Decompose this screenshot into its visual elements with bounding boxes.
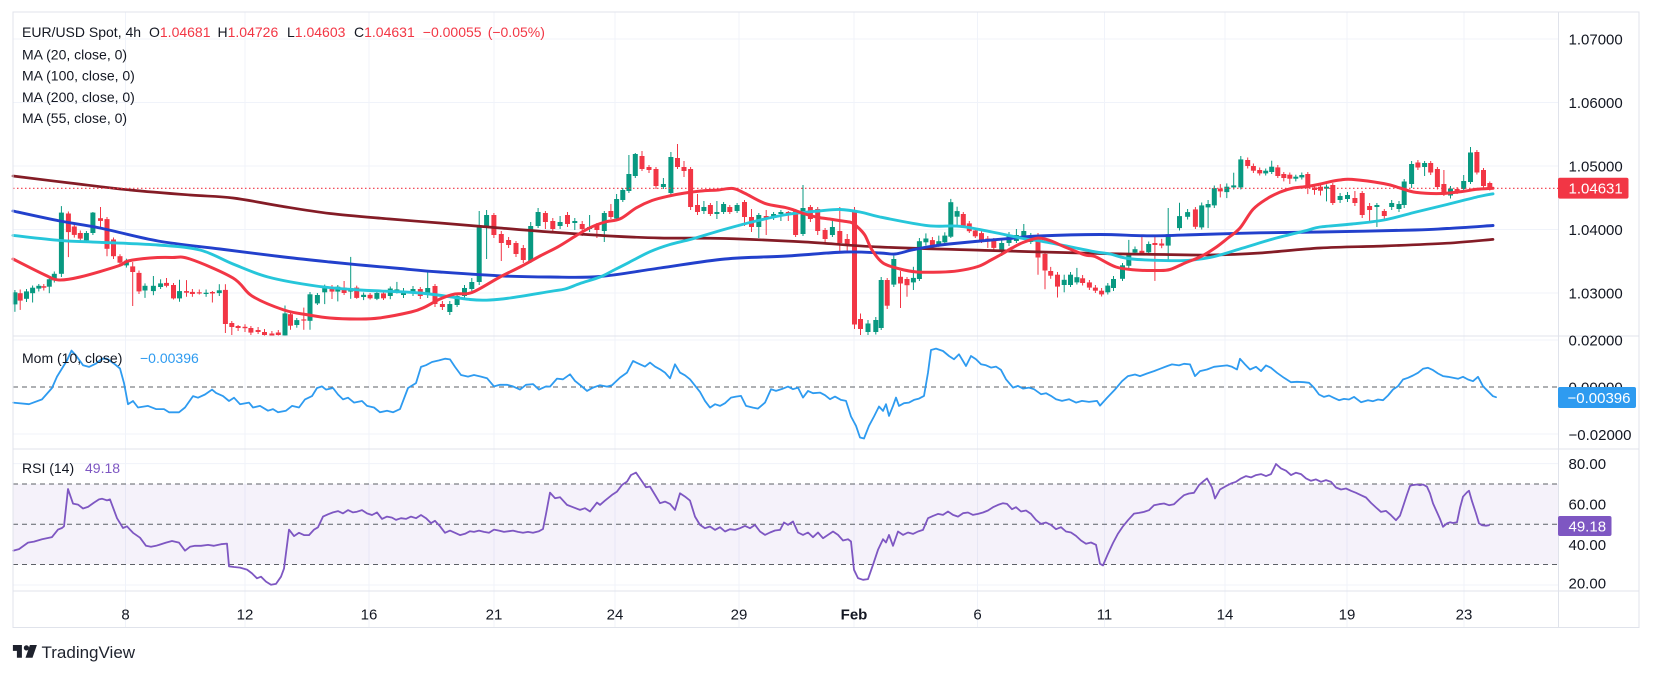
svg-text:1.07000: 1.07000 <box>1569 31 1623 48</box>
svg-text:20.00: 20.00 <box>1569 575 1607 592</box>
svg-text:−0.00396: −0.00396 <box>1568 390 1631 407</box>
svg-text:11: 11 <box>1097 606 1113 623</box>
svg-text:24: 24 <box>607 606 624 623</box>
svg-text:23: 23 <box>1456 606 1473 623</box>
svg-text:80.00: 80.00 <box>1569 456 1607 473</box>
svg-text:40.00: 40.00 <box>1569 537 1607 554</box>
svg-text:Mom (10, close): Mom (10, close) <box>22 350 122 366</box>
svg-text:1.04631: 1.04631 <box>1569 181 1623 198</box>
svg-text:1.05000: 1.05000 <box>1569 158 1623 175</box>
svg-text:Feb: Feb <box>841 606 868 623</box>
svg-text:1.06000: 1.06000 <box>1569 95 1623 112</box>
svg-text:MA (20, close, 0): MA (20, close, 0) <box>22 47 127 63</box>
svg-text:60.00: 60.00 <box>1569 496 1607 513</box>
svg-text:49.18: 49.18 <box>1569 519 1607 536</box>
svg-text:12: 12 <box>237 606 254 623</box>
svg-text:29: 29 <box>731 606 748 623</box>
svg-text:RSI (14): RSI (14) <box>22 460 74 476</box>
svg-text:MA (100, close, 0): MA (100, close, 0) <box>22 68 135 84</box>
svg-text:8: 8 <box>121 606 129 623</box>
svg-text:14: 14 <box>1217 606 1234 623</box>
svg-text:MA (55, close, 0): MA (55, close, 0) <box>22 110 127 126</box>
svg-text:21: 21 <box>486 606 503 623</box>
svg-text:0.02000: 0.02000 <box>1569 332 1623 349</box>
svg-text:MA (200, close, 0): MA (200, close, 0) <box>22 89 135 105</box>
svg-text:6: 6 <box>973 606 981 623</box>
svg-text:19: 19 <box>1339 606 1356 623</box>
svg-text:49.18: 49.18 <box>85 460 120 476</box>
svg-text:−0.02000: −0.02000 <box>1569 427 1632 444</box>
svg-text:1.04000: 1.04000 <box>1569 222 1623 239</box>
svg-text:TradingView: TradingView <box>42 643 136 662</box>
svg-text:−0.00396: −0.00396 <box>140 350 199 366</box>
svg-text:EUR/USD Spot, 4h: EUR/USD Spot, 4h <box>22 24 141 40</box>
svg-text:16: 16 <box>361 606 378 623</box>
svg-text:1.03000: 1.03000 <box>1569 285 1623 302</box>
